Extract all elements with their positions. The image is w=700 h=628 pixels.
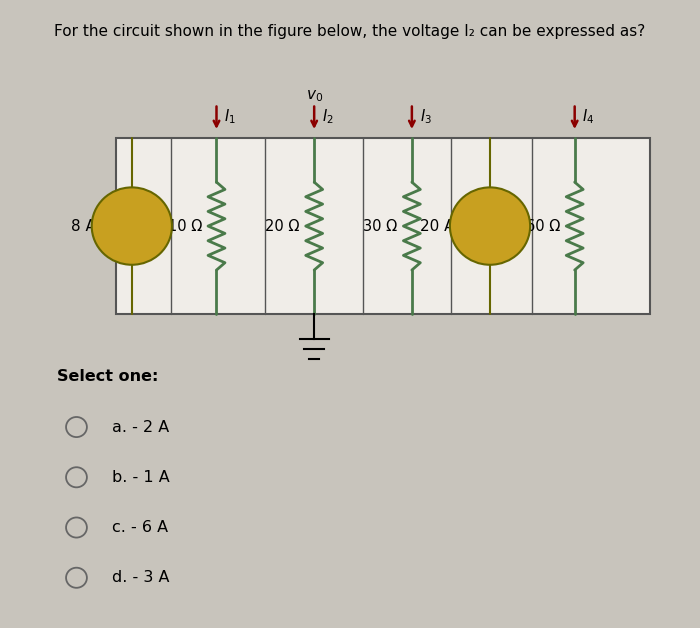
Circle shape [92, 187, 172, 265]
Text: For the circuit shown in the figure below, the voltage I₂ can be expressed as?: For the circuit shown in the figure belo… [55, 24, 645, 39]
Text: d. - 3 A: d. - 3 A [112, 570, 170, 585]
Text: 20 Ω: 20 Ω [265, 219, 300, 234]
Text: 20 A: 20 A [420, 219, 454, 234]
Text: $I_{2}$: $I_{2}$ [322, 107, 334, 126]
Text: 30 Ω: 30 Ω [363, 219, 398, 234]
Text: 8 A: 8 A [71, 219, 96, 234]
Text: $I_{1}$: $I_{1}$ [224, 107, 236, 126]
Text: a. - 2 A: a. - 2 A [112, 420, 169, 435]
Text: $v_0$: $v_0$ [306, 88, 323, 104]
FancyBboxPatch shape [116, 138, 650, 314]
Text: 10 Ω: 10 Ω [168, 219, 202, 234]
Text: b. - 1 A: b. - 1 A [112, 470, 170, 485]
Text: 60 Ω: 60 Ω [526, 219, 561, 234]
Text: c. - 6 A: c. - 6 A [112, 520, 169, 535]
Text: Select one:: Select one: [57, 369, 158, 384]
Text: $I_{3}$: $I_{3}$ [420, 107, 432, 126]
Text: $I_{4}$: $I_{4}$ [582, 107, 595, 126]
Circle shape [450, 187, 530, 265]
